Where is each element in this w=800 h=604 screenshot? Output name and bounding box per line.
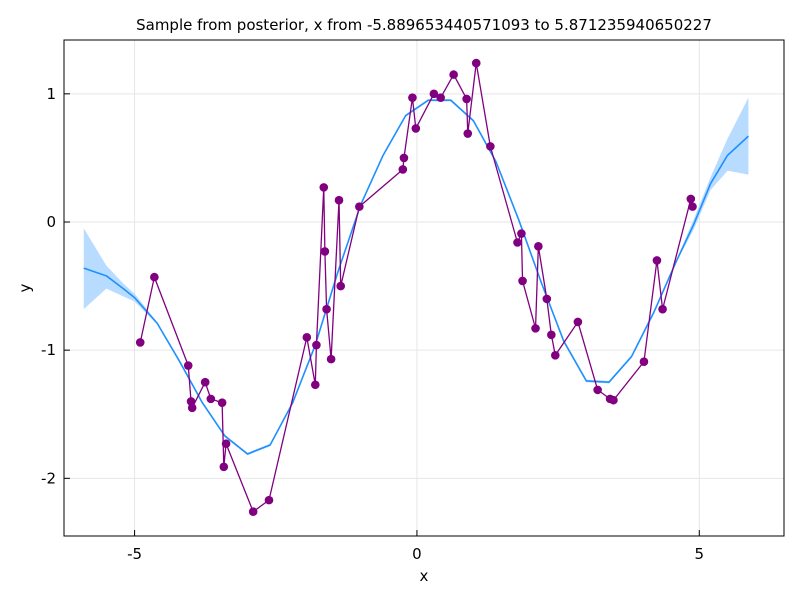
- mean-line: [83, 99, 749, 455]
- sample-point: [206, 394, 216, 404]
- sample-point: [355, 202, 364, 211]
- sample-point: [319, 183, 329, 192]
- x-tick-label: 5: [695, 545, 705, 563]
- plot-frame: [63, 39, 785, 537]
- sample-point: [217, 398, 227, 408]
- sample-point: [326, 354, 336, 364]
- sample-point: [186, 397, 196, 406]
- x-axis-label: x: [420, 567, 429, 585]
- sample-point: [534, 242, 543, 251]
- sample-point: [688, 202, 697, 211]
- mean-line-layer: [83, 99, 749, 455]
- sample-point: [449, 70, 458, 79]
- y-axis-label: y: [16, 283, 34, 292]
- sample-point: [518, 276, 527, 286]
- sample-point: [264, 495, 274, 505]
- sample-series-layer: [135, 58, 697, 516]
- sample-point: [411, 124, 421, 133]
- sample-point: [513, 238, 522, 247]
- sample-point: [334, 195, 344, 205]
- x-tick-label: -5: [127, 545, 142, 563]
- sample-point: [593, 385, 602, 395]
- sample-point: [219, 462, 229, 472]
- sample-point: [398, 165, 408, 174]
- sample-point: [639, 357, 649, 366]
- sample-point: [408, 93, 417, 102]
- sample-point: [573, 317, 583, 327]
- sample-point: [248, 507, 258, 516]
- sample-point: [486, 142, 495, 151]
- sample-point: [310, 380, 320, 390]
- x-tick-label: 0: [412, 545, 422, 563]
- sample-point: [652, 256, 662, 265]
- sample-point: [609, 395, 618, 405]
- sample-point: [320, 247, 330, 256]
- y-tick-label: 1: [46, 85, 56, 103]
- sample-point: [187, 403, 197, 413]
- sample-point: [399, 153, 409, 163]
- sample-point: [429, 89, 439, 99]
- x-axis-ticks: -5 0 5: [127, 530, 704, 563]
- chart-title: Sample from posterior, x from -5.8896534…: [136, 16, 712, 34]
- sample-point: [517, 229, 526, 238]
- sample-point: [686, 194, 696, 204]
- sample-point: [550, 350, 560, 360]
- sample-point: [542, 294, 552, 304]
- sample-point: [312, 340, 321, 350]
- sample-point: [150, 272, 159, 282]
- sample-point: [547, 330, 556, 340]
- sample-point: [531, 324, 540, 333]
- sample-point: [200, 377, 210, 387]
- y-tick-label: -2: [41, 469, 56, 487]
- grid-lines: [64, 40, 784, 536]
- sample-point: [135, 338, 145, 347]
- sample-point: [322, 304, 331, 314]
- sample-point: [302, 333, 312, 342]
- sample-point: [436, 93, 445, 102]
- sample-point: [471, 58, 481, 68]
- y-tick-label: -1: [41, 341, 56, 359]
- sample-point: [183, 361, 193, 370]
- sample-point: [221, 439, 231, 449]
- sample-point: [336, 281, 346, 291]
- sample-point: [463, 129, 473, 138]
- y-tick-label: 0: [46, 213, 56, 231]
- sample-point: [658, 304, 667, 314]
- y-axis-ticks: -2 -1 0 1: [41, 85, 70, 487]
- sample-point: [462, 94, 471, 104]
